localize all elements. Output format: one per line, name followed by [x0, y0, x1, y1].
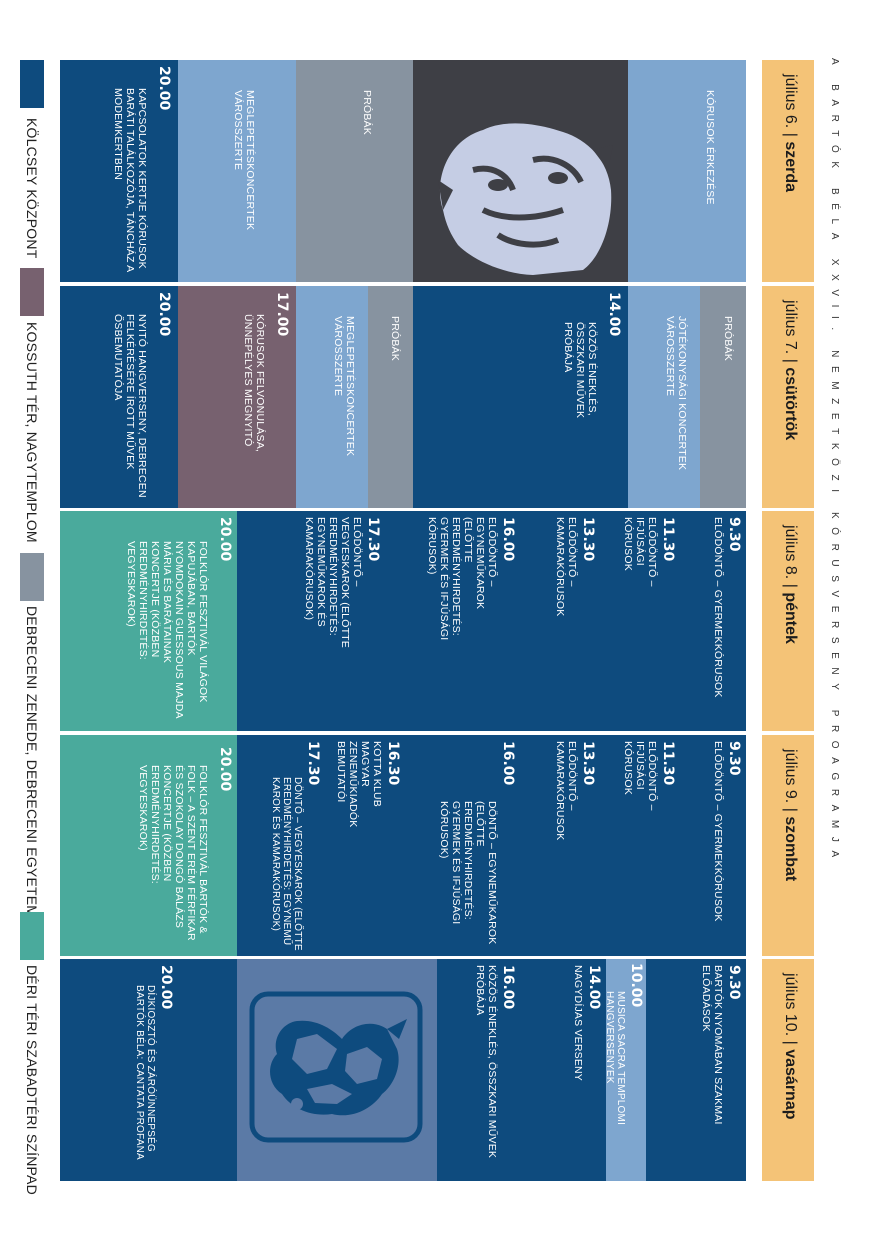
event-kozos-ekekles: 14.00 KÖZÖS ÉNEKLÉS, ÖSSZKARI MŰVEK PRÓB… — [413, 286, 628, 508]
event-meglepetes-koncertek: MEGLEPETÉSKONCERTEK VÁROSSZERTE — [178, 60, 296, 282]
day3-block — [237, 511, 746, 731]
day-date: július 8. — [782, 525, 799, 580]
spacer — [178, 959, 237, 1181]
event-time: 13.30 — [580, 517, 596, 562]
day-date: július 6. — [782, 74, 799, 129]
event-kamarakorusok: 13.30 ELŐDÖNTŐ – KAMARAKÓRUSOK — [520, 511, 600, 731]
folk-bird-motif — [237, 959, 437, 1181]
legend-swatch-deri — [20, 912, 44, 960]
event-time: 9.30 — [726, 517, 742, 552]
event-time: 9.30 — [726, 741, 742, 776]
event-time: 16.00 — [500, 517, 516, 562]
event-vegyeskarok: 17.30 ELŐDÖNTŐ – VEGYESKAROK (ELŐTTE ERE… — [272, 511, 385, 731]
event-korusok-erkezese: KÓRUSOK ÉRKEZÉSE — [628, 60, 746, 282]
day-date: július 7. — [782, 300, 799, 355]
event-time: 20.00 — [217, 517, 233, 562]
event-time: 13.30 — [580, 741, 596, 786]
event-ifjusagi-korusok: 11.30 ELŐDÖNTŐ – IFJÚSÁGI KÓRUSOK — [600, 511, 680, 731]
legend-label-kossuth: KOSSUTH TÉR, NAGYTEMPLOM — [24, 322, 40, 543]
event-time: 11.30 — [660, 517, 676, 562]
event-time: 20.00 — [156, 292, 172, 337]
day-weekday: vasárnap — [782, 1049, 799, 1120]
event-time: 11.30 — [660, 741, 676, 786]
event-musica-sacra-text: MUSICA SACRA TEMPLOMI HANGVERSENYEK — [606, 991, 626, 1126]
day4-block — [237, 735, 746, 956]
event-time: 16.00 — [500, 965, 516, 1010]
event-ifjusagi-korusok: 11.30 ELŐDÖNTŐ – IFJÚSÁGI KÓRUSOK — [600, 735, 680, 956]
legend-swatch-kolcsey — [20, 60, 44, 108]
event-probak: PRÓBÁK — [700, 286, 746, 508]
day-header-4: július 9. | szombat — [762, 735, 814, 956]
legend-swatch-kossuth — [20, 268, 44, 316]
event-time: 16.30 — [385, 741, 401, 786]
event-korusok-felvonulasa: 17.00 KÓRUSOK FELVONULÁSA, ÜNNEPÉLYES ME… — [178, 286, 296, 508]
event-bartok-nyomaban: 9.30 BARTÓK NYOMÁBAN SZAKMAI ELŐADÁSOK — [680, 959, 746, 1181]
event-gyermekkorusok: 9.30 ELŐDÖNTŐ – GYERMEKKÓRUSOK — [680, 511, 746, 731]
legend-label-zenede: DEBRECENI ZENEDE, DEBRECENI EGYETEM — [24, 606, 40, 918]
legend-swatch-zenede — [20, 553, 44, 601]
bird-icon — [249, 991, 423, 1143]
spacer — [646, 959, 680, 1181]
event-time: 14.00 — [586, 965, 602, 1010]
day-header-3: július 8. | péntek — [762, 511, 814, 731]
day-header-2: július 7. | csütörtök — [762, 286, 814, 508]
event-nyito-hangverseny: 20.00 NYITÓ HANGVERSENY, DEBRECEN FELKÉR… — [60, 286, 178, 508]
event-dijkioszto: 20.00 DÍJKIOSZTÓ ÉS ZÁRÓÜNNEPSÉG BARTÓK … — [96, 959, 178, 1181]
day-weekday: szombat — [782, 816, 799, 882]
event-time: 17.30 — [365, 517, 381, 562]
event-time: 16.00 — [500, 741, 516, 786]
event-nagydijas-verseny: 14.00 NAGYDÍJAS VERSENY — [520, 959, 606, 1181]
event-donto-egynemukarok: 16.00 DÖNTŐ – EGYNEMŰKAROK (ELŐTTE EREDM… — [405, 735, 520, 956]
legend-label-kolcsey: KÖLCSEY KÖZPONT — [24, 118, 40, 259]
event-egynemukarok: 16.00 ELŐDÖNTŐ – EGYNEMŰKAROK (ELŐTTE ER… — [385, 511, 520, 731]
bartok-portrait-image — [438, 123, 613, 275]
event-kapcsolatok-kertje: 20.00 KAPCSOLATOK KERTJE KÓRUSOK BARÁTI … — [60, 60, 178, 282]
event-kotta-klub: 16.30 KOTTA KLUB MAGYAR ZENEMŰKIADÓK BEM… — [325, 735, 405, 956]
bartok-portrait — [413, 60, 628, 282]
event-folklor-fesztival: 20.00 FOLKLÓR FESZTIVÁL BARTÓK & FOLK – … — [60, 735, 237, 956]
event-folklor-fesztival: 20.00 FOLKLÓR FESZTIVÁL VILÁGOK KAPUJÁBA… — [60, 511, 237, 731]
event-time: 20.00 — [158, 965, 174, 1010]
day-header-5: július 10. | vasárnap — [762, 959, 814, 1181]
event-time: 17.30 — [305, 741, 321, 786]
day-date: július 9. — [782, 749, 799, 804]
event-probak: PRÓBÁK — [296, 60, 413, 282]
page-title: A BARTÓK BÉLA XXVII. NEMZETKÖZI KÓRUSVER… — [829, 58, 840, 866]
event-time: 20.00 — [217, 747, 233, 792]
event-time: 9.30 — [726, 965, 742, 1000]
day-weekday: csütörtök — [782, 367, 799, 441]
day-date: július 10. — [782, 973, 799, 1037]
event-time: 14.00 — [606, 292, 622, 337]
event-meglepetes-koncertek: MEGLEPETÉSKONCERTEK VÁROSSZERTE — [296, 286, 368, 508]
event-time: 20.00 — [156, 66, 172, 111]
event-jotekonysagi-koncertek: JÓTÉKONYSÁGI KONCERTEK VÁROSSZERTE — [628, 286, 700, 508]
event-time: 17.00 — [274, 292, 290, 337]
event-donto-vegyeskarok: 17.30 DÖNTŐ – VEGYESKAROK (ELŐTTE EREDMÉ… — [270, 741, 321, 951]
spacer — [60, 959, 96, 1181]
event-kozos-ekekles: 16.00 KÖZÖS ÉNEKLÉS, ÖSSZKARI MŰVEK PRÓB… — [437, 959, 520, 1181]
legend-label-deri: DÉRI TÉRI SZABADTÉRI SZÍNPAD — [24, 965, 40, 1195]
event-gyermekkorusok: 9.30 ELŐDÖNTŐ – GYERMEKKÓRUSOK — [680, 735, 746, 956]
day-weekday: szerda — [782, 141, 799, 193]
event-musica-sacra: 10.00 — [606, 959, 646, 1181]
event-probak: PRÓBÁK — [368, 286, 413, 508]
event-kamarakorusok: 13.30 ELŐDÖNTŐ – KAMARAKÓRUSOK — [520, 735, 600, 956]
day-weekday: péntek — [782, 592, 799, 644]
day-header-1: július 6. | szerda — [762, 60, 814, 282]
